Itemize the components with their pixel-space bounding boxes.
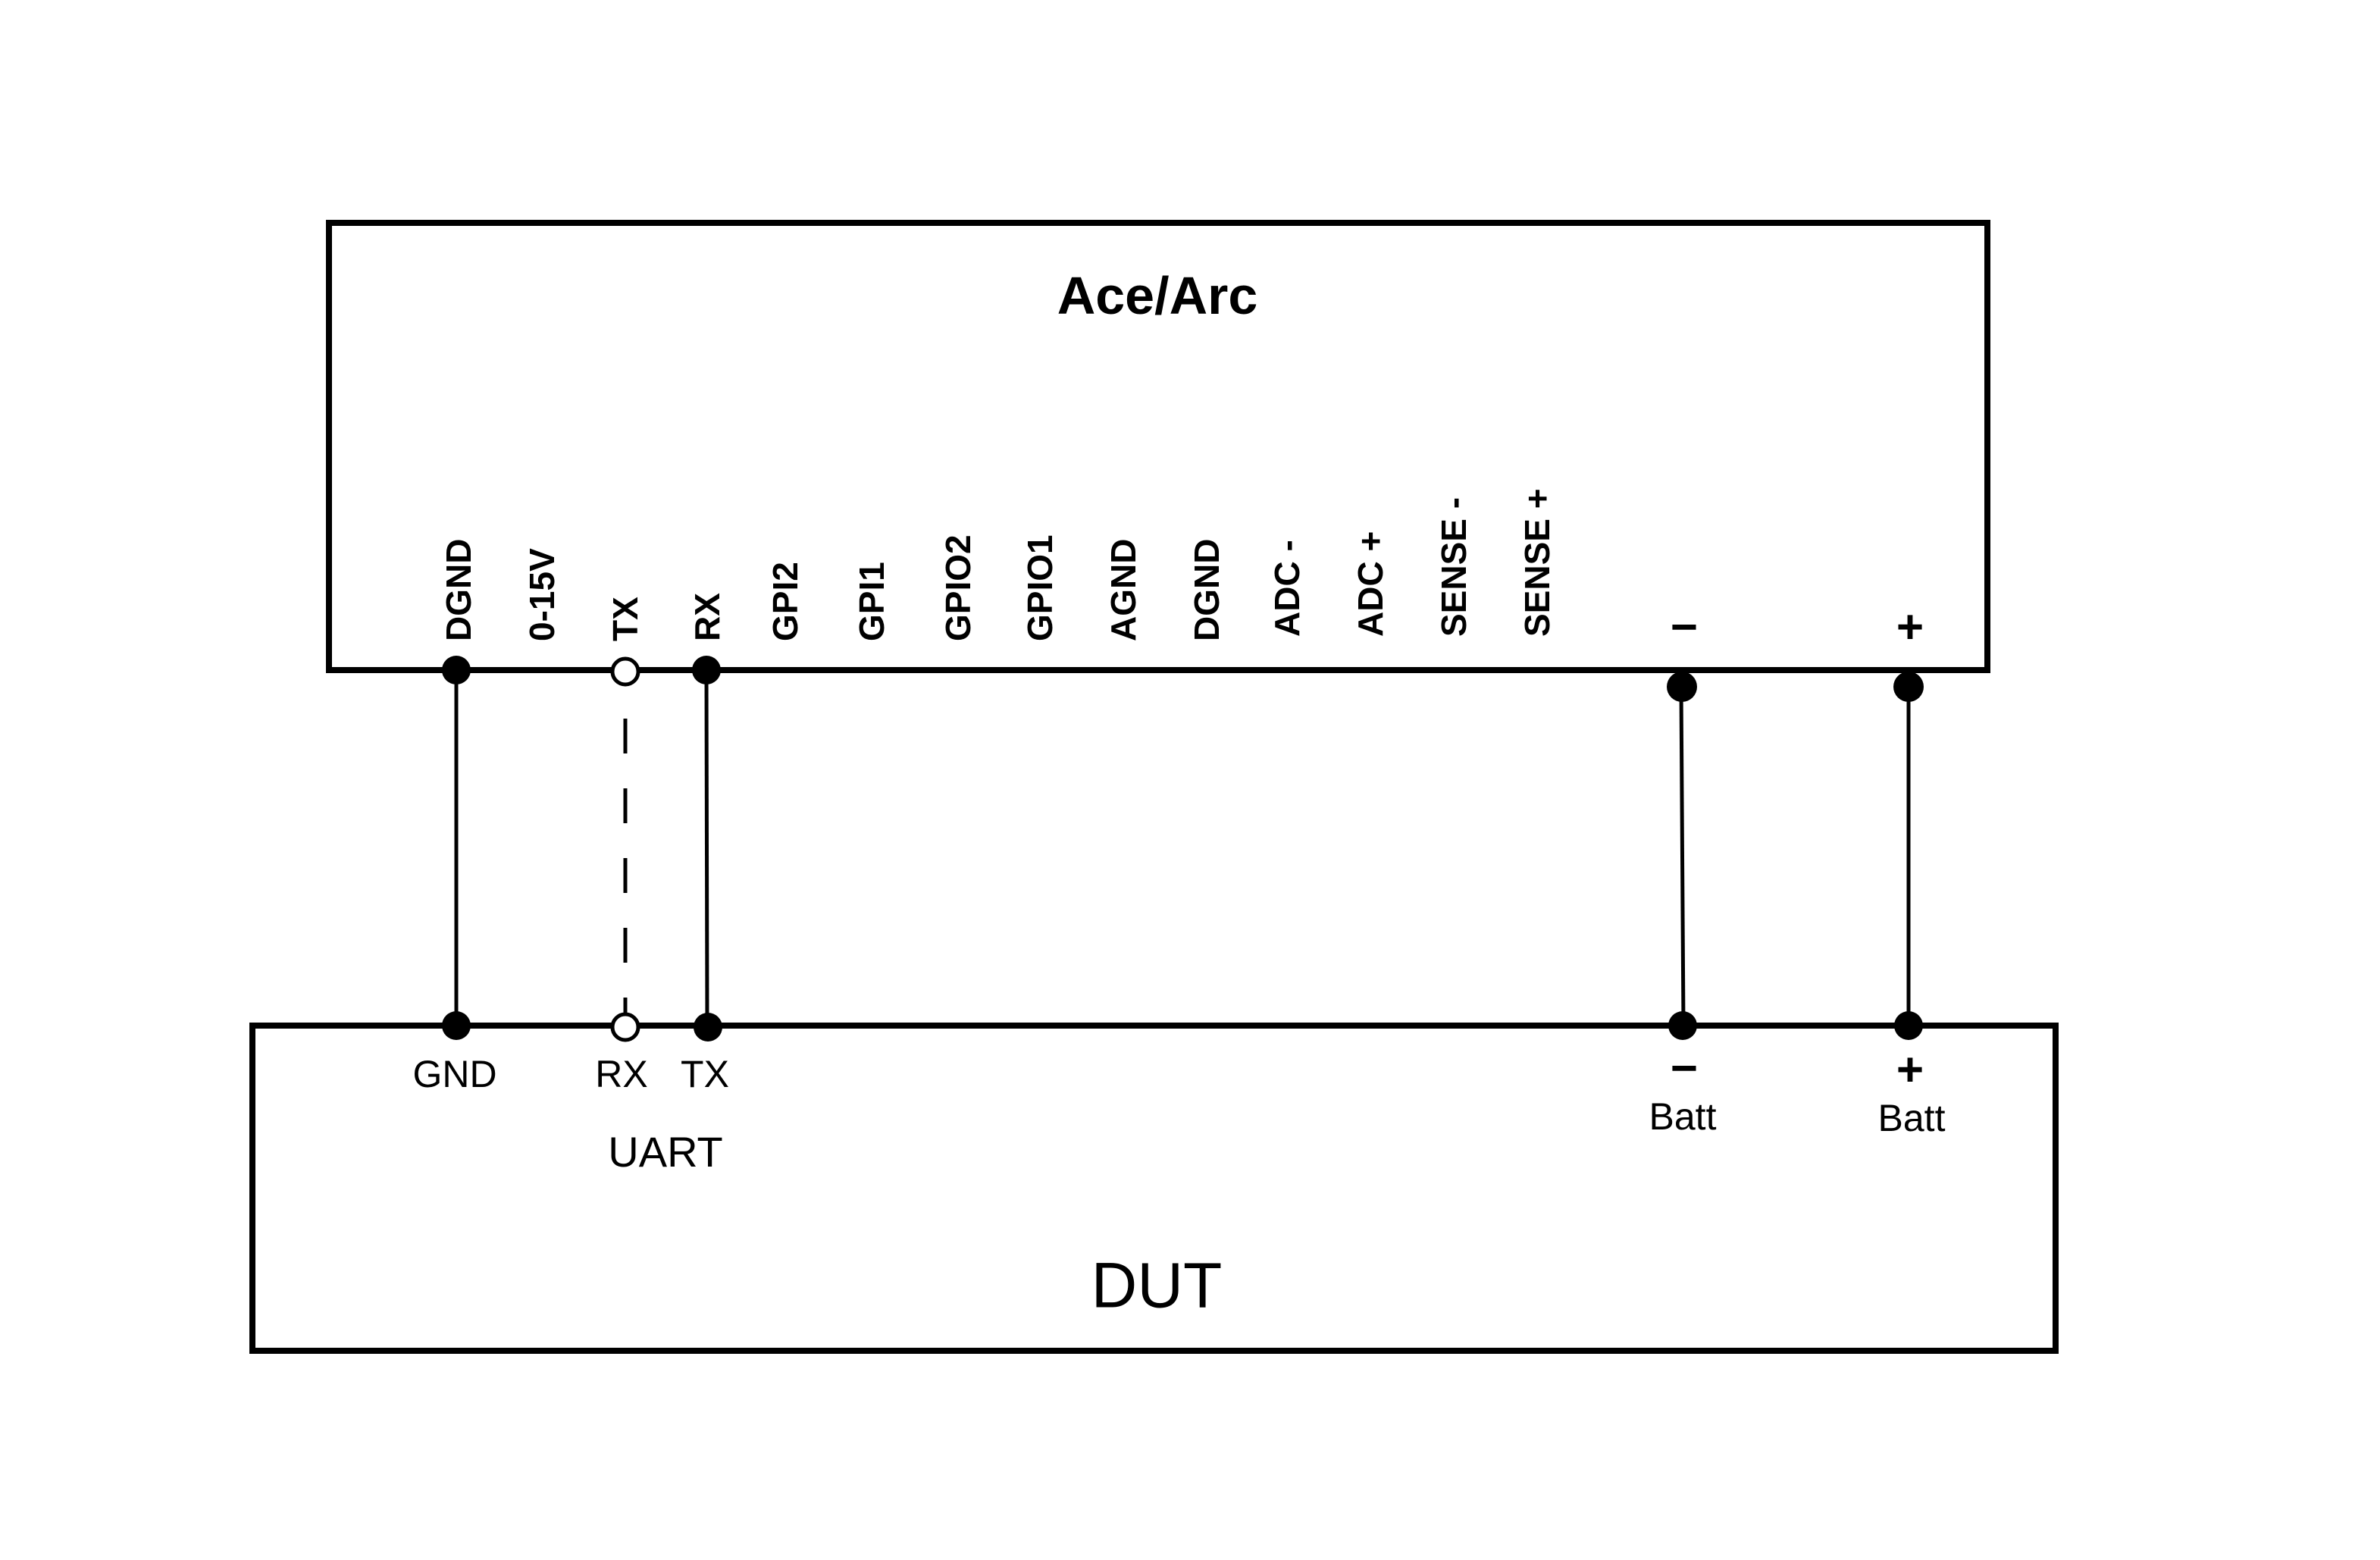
node-ace-minus	[1667, 672, 1697, 702]
pin-label-rx: RX	[687, 593, 727, 641]
ace-arc-box	[326, 220, 1990, 673]
ace-plus-sign: +	[1896, 601, 1924, 653]
dut-batt-minus-label: Batt	[1649, 1095, 1717, 1138]
wire-batt-minus	[1679, 686, 1686, 1026]
ace-minus-sign: −	[1670, 601, 1699, 653]
dut-label-gnd: GND	[412, 1053, 497, 1095]
node-dut-tx	[694, 1013, 722, 1042]
pin-label-tx: TX	[606, 597, 645, 641]
node-dut-batt-plus	[1894, 1011, 1923, 1040]
pin-label-gpio1: GPIO1	[1020, 534, 1060, 641]
node-ace-tx	[610, 656, 640, 687]
pin-label-agnd: AGND	[1104, 538, 1143, 641]
pin-label-gpi1: GPI1	[852, 562, 891, 641]
pin-label-dgnd: DGND	[439, 538, 478, 641]
node-dut-rx	[610, 1012, 640, 1042]
pin-label-sense-plus: SENSE +	[1517, 488, 1557, 637]
pin-label-adc-plus: ADC +	[1351, 531, 1390, 637]
node-dut-gnd	[442, 1011, 471, 1040]
pin-label-gpio2: GPIO2	[938, 534, 978, 641]
dut-title: DUT	[1091, 1249, 1223, 1321]
ace-arc-title: Ace/Arc	[1057, 266, 1258, 325]
dut-label-tx: TX	[681, 1053, 729, 1095]
pin-label-0-15v: 0-15V	[522, 548, 562, 641]
dut-batt-plus-label: Batt	[1877, 1097, 1946, 1139]
pin-label-adc-minus: ADC -	[1267, 540, 1307, 637]
dut-box	[249, 1023, 2059, 1354]
node-ace-rx	[692, 656, 721, 684]
uart-group-label: UART	[608, 1128, 723, 1176]
pin-label-sense-minus: SENSE -	[1434, 497, 1473, 637]
node-ace-plus	[1893, 672, 1924, 702]
dut-batt-minus-sign: −	[1670, 1042, 1699, 1095]
dut-batt-plus-sign: +	[1896, 1044, 1924, 1096]
pin-label-dgnd-2: DGND	[1187, 538, 1226, 641]
wire-rx-tx	[704, 669, 709, 1026]
dut-label-rx: RX	[595, 1053, 648, 1095]
node-ace-dgnd	[442, 656, 471, 684]
pin-label-gpi2: GPI2	[766, 562, 805, 641]
node-dut-batt-minus	[1668, 1011, 1697, 1040]
